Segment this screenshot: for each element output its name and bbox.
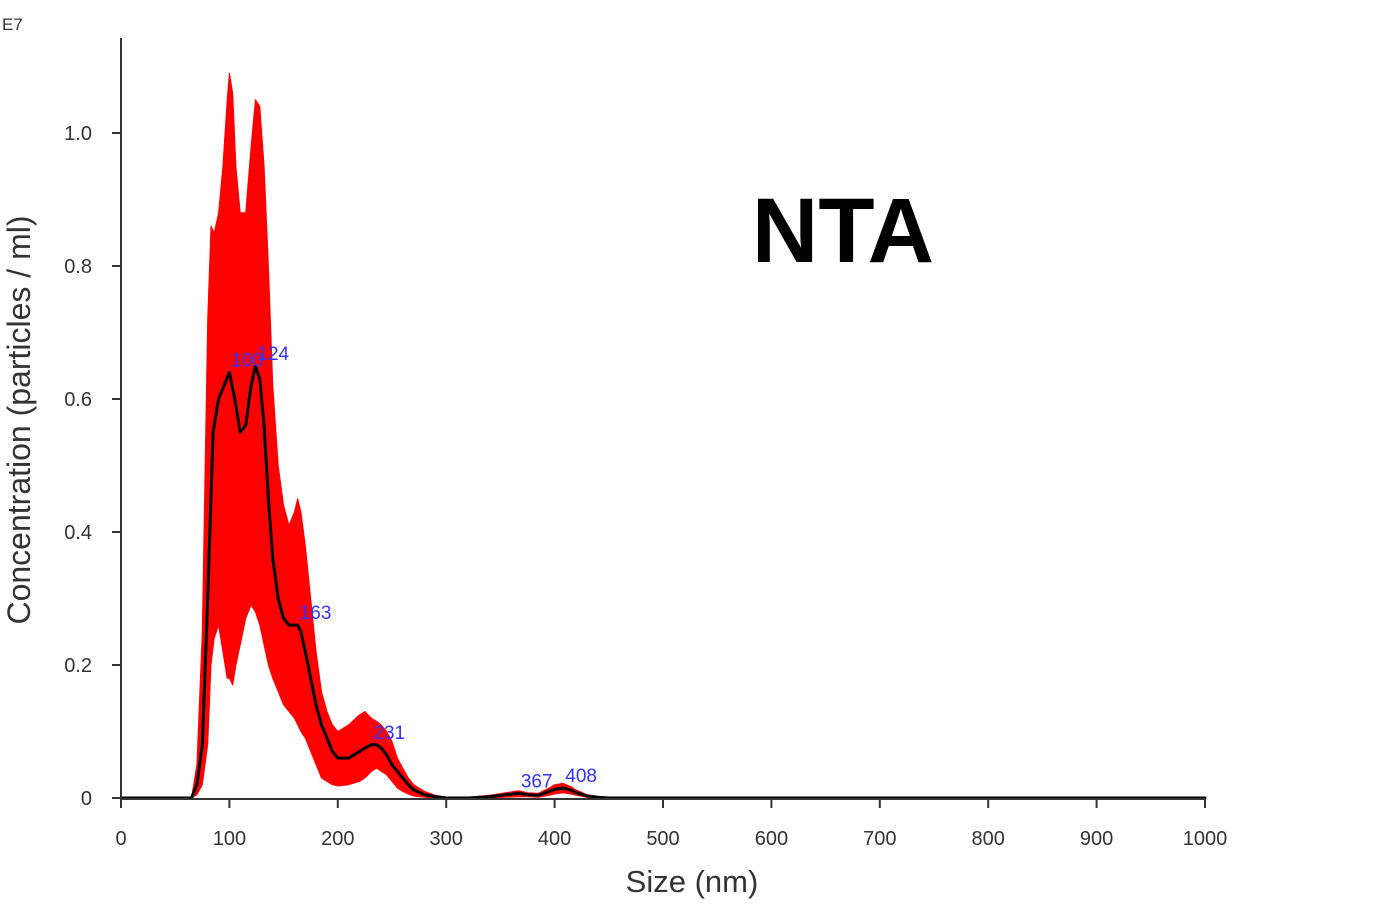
- peak-label: 124: [257, 344, 289, 365]
- y-axis-title: Concentration (particles / ml): [1, 215, 37, 624]
- x-tick-label: 700: [863, 828, 896, 850]
- y-tick-label: 0: [81, 788, 92, 810]
- axes: 0 100 200 300 400 500 600 700 800 900 1000 0 0.2 0.4…: [64, 38, 1227, 850]
- y-axis-multiplier: E7: [2, 15, 23, 34]
- x-tick-label: 200: [321, 828, 354, 850]
- error-band-area: [120, 72, 1206, 799]
- x-tick-label: 400: [538, 828, 571, 850]
- peak-label: 231: [373, 723, 405, 744]
- mean-concentration-line: [119, 364, 1207, 800]
- x-tick-label: 1000: [1183, 828, 1228, 850]
- peak-label: 367: [521, 771, 553, 792]
- peak-label: 100: [231, 350, 263, 371]
- peak-label: 408: [565, 766, 597, 787]
- x-tick-label: 900: [1080, 828, 1113, 850]
- x-tick-label: 600: [755, 828, 788, 850]
- x-ticks: 0 100 200 300 400 500 600 700 800 900 1000: [115, 799, 1227, 850]
- plot-area: [119, 72, 1207, 800]
- y-tick-label: 0.2: [64, 655, 92, 677]
- x-tick-label: 300: [430, 828, 463, 850]
- x-tick-label: 100: [213, 828, 246, 850]
- x-tick-label: 800: [972, 828, 1005, 850]
- x-tick-label: 0: [115, 828, 126, 850]
- y-ticks: 0 0.2 0.4 0.6 0.8 1.0: [64, 123, 121, 810]
- chart-title: NTA: [752, 180, 934, 282]
- x-tick-label: 500: [646, 828, 679, 850]
- y-tick-label: 0.8: [64, 256, 92, 278]
- y-tick-label: 0.6: [64, 389, 92, 411]
- peak-label: 163: [300, 603, 332, 624]
- y-tick-label: 1.0: [64, 123, 92, 145]
- y-tick-label: 0.4: [64, 522, 92, 544]
- x-axis-title: Size (nm): [626, 864, 759, 899]
